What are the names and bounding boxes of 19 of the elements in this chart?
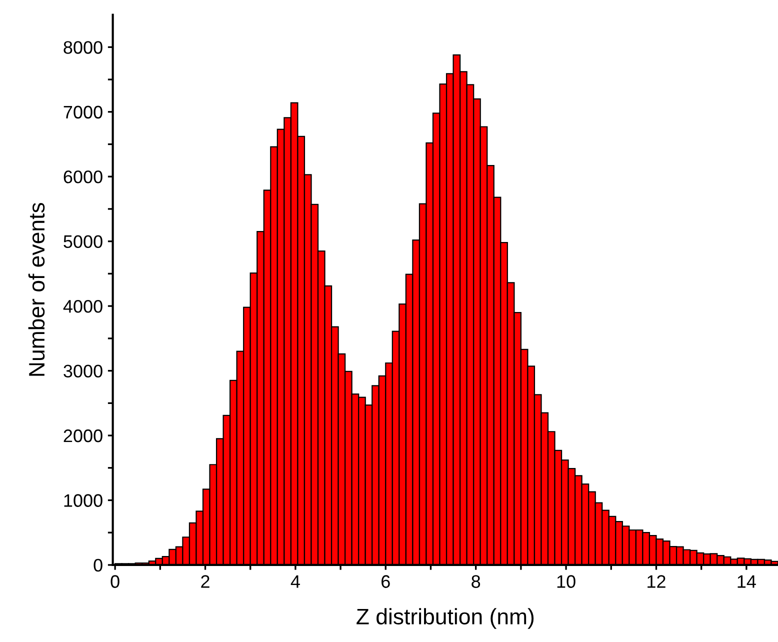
- y-tick-label: 3000: [64, 364, 102, 378]
- y-tick-label: 7000: [64, 106, 102, 119]
- y-tick-label: 2000: [64, 429, 102, 442]
- x-tick-label: 12: [648, 575, 666, 588]
- x-tick-label: 10: [557, 575, 576, 588]
- x-tick-label: 4: [290, 575, 300, 588]
- y-tick-label: 8000: [64, 41, 102, 54]
- y-axis-title: Number of events: [28, 202, 45, 376]
- y-tick-label: 0: [94, 558, 102, 572]
- y-tick-label: 5000: [64, 235, 102, 248]
- y-tick-label: 4000: [63, 300, 102, 313]
- x-tick-label: 8: [472, 575, 480, 588]
- x-tick-label: 14: [738, 575, 756, 588]
- x-tick-label: 2: [201, 575, 210, 588]
- x-tick-label: 0: [110, 575, 120, 588]
- x-axis-title: Z distribution (nm): [356, 608, 534, 629]
- y-tick-label: 6000: [64, 170, 102, 184]
- x-tick-label: 6: [382, 575, 390, 588]
- y-tick-label: 1000: [64, 494, 102, 507]
